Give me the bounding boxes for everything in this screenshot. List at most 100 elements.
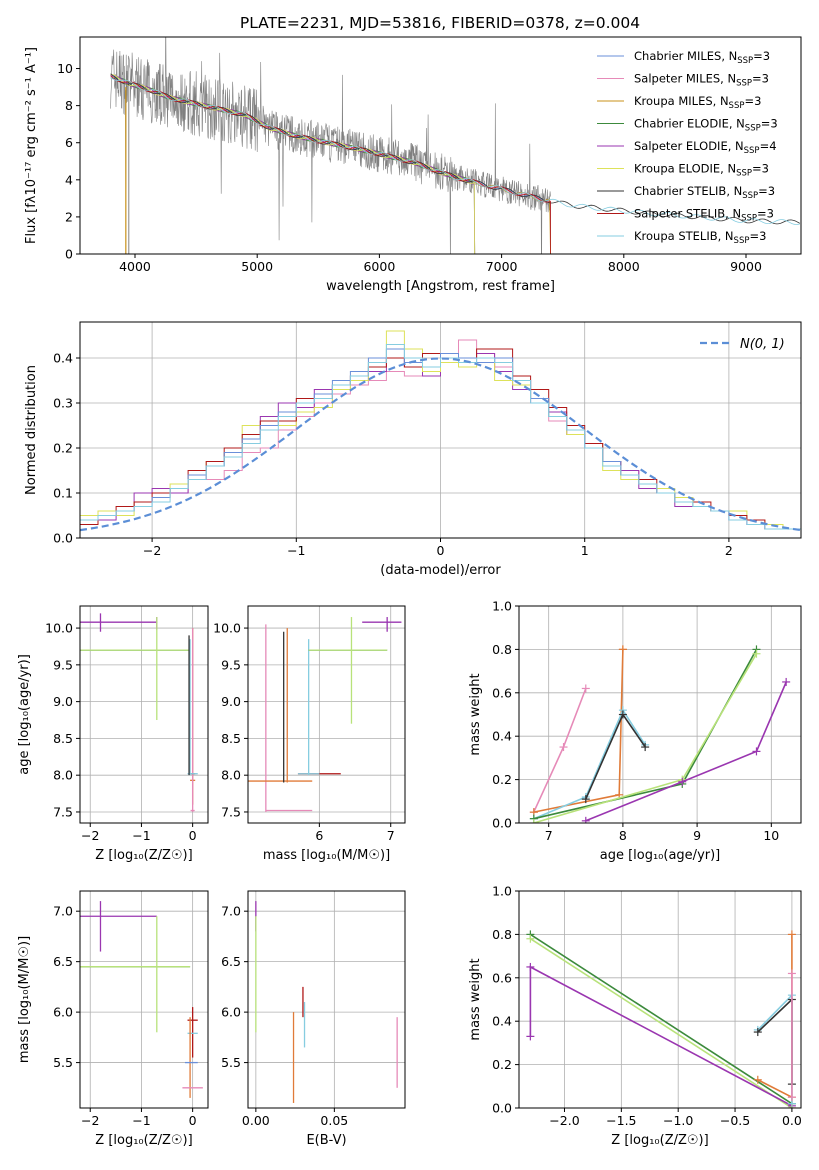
y-tick-label: 10 (57, 61, 73, 76)
x-tick-label: −1.0 (663, 1113, 693, 1128)
axes-frame (79, 605, 209, 824)
model-line (110, 77, 800, 225)
chart-layer: 4000 5000 6000 7000 8000 90000246810wavelengt… (17, 36, 802, 1148)
legend-sub: SSP (736, 169, 752, 179)
x-tick-label: 6 (315, 828, 323, 843)
x-tick-label: 0.00 (242, 1113, 270, 1128)
x-tick-label: −1.5 (606, 1113, 636, 1128)
x-tick-label: 0 (189, 1113, 197, 1128)
plot-area-spectrum (110, 37, 800, 254)
plot-area-mass-vs-ebv (255, 901, 398, 1103)
y-tick-label: 1.0 (492, 599, 512, 614)
y-tick-label: 6.5 (53, 954, 73, 969)
legend-sub: SSP (745, 124, 761, 134)
plot-area-weight-vs-age (529, 645, 791, 823)
y-tick-label: 0.4 (492, 729, 512, 744)
x-tick-label: 0 (189, 828, 197, 843)
y-tick-label: 8.5 (221, 731, 241, 746)
x-tick-label: 7 (387, 828, 395, 843)
x-tick-label: −1 (132, 1113, 150, 1128)
x-tick-label: 9000 (730, 259, 762, 274)
legend-value: =3 (757, 207, 774, 221)
plot-area-weight-vs-Z (526, 930, 796, 1108)
weight-line (585, 681, 787, 822)
x-tick-label: 4000 (119, 259, 151, 274)
legend-name: Kroupa STELIB, N (634, 229, 734, 243)
x-tick-label: 0.0 (782, 1113, 802, 1128)
y-tick-label: 1.0 (492, 884, 512, 899)
legend-entry: Salpeter ELODIE, NSSP=4 (634, 139, 777, 156)
legend-name: Chabrier ELODIE, N (634, 117, 745, 131)
y-tick-label: 5.5 (221, 1055, 241, 1070)
y-tick-label: 0.4 (53, 351, 73, 366)
y-tick-label: 7.5 (53, 804, 73, 819)
y-tick-label: 8 (65, 98, 73, 113)
y-tick-label: 6.0 (53, 1005, 73, 1020)
y-axis-label: Normed distribution (24, 365, 39, 495)
x-axis-label: E(B-V) (306, 1133, 346, 1148)
x-tick-label: 2 (725, 543, 733, 558)
model-line (110, 75, 551, 254)
y-tick-label: 10.0 (45, 621, 73, 636)
legend-entry: Salpeter STELIB, NSSP=3 (634, 207, 774, 224)
panel-mass-vs-ebv: 0.00 0.05 5.5 6.0 6.5 7.0 E(B-V) (221, 890, 406, 1148)
legend-value: =3 (761, 117, 778, 131)
panel-spectrum: 4000 5000 6000 7000 8000 9000 0 2 4 6 8 10 wavelengt… (24, 36, 802, 294)
y-tick-label: 0.6 (492, 970, 512, 985)
panel-age-vs-mass: 6 7 7.5 8.0 8.5 9.0 9.5 10.0 mass [log₁₀(M/M☉)] (213, 605, 406, 863)
y-axis-label: mass weight (468, 673, 483, 755)
y-tick-label: 8.5 (53, 731, 73, 746)
x-axis-label: Z [log₁₀(Z/Z☉)] (611, 1133, 708, 1148)
y-tick-label: 9.5 (221, 657, 241, 672)
y-axis-label: age [log₁₀(age/yr)] (17, 654, 32, 775)
axes-frame (518, 890, 802, 1109)
x-tick-label: 9 (693, 828, 701, 843)
y-axis-label: mass weight (468, 958, 483, 1040)
x-tick-label: −1 (132, 828, 150, 843)
x-tick-label: 7 (545, 828, 553, 843)
y-tick-label: 9.5 (53, 657, 73, 672)
x-tick-label: 10 (763, 828, 779, 843)
x-axis-label: age [log₁₀(age/yr)] (600, 848, 721, 863)
y-tick-label: 6 (65, 135, 73, 150)
legend-name: Salpeter STELIB, N (634, 207, 741, 221)
legend-sub: SSP (741, 214, 757, 224)
gaussian-curve (80, 357, 801, 532)
plot-area-mass-vs-Z (80, 901, 203, 1098)
x-axis-label: Z [log₁₀(Z/Z☉)] (95, 848, 192, 863)
y-tick-label: 4 (65, 172, 73, 187)
y-tick-label: 8.0 (53, 768, 73, 783)
y-axis-label: mass [log₁₀(M/M☉)] (17, 936, 32, 1063)
y-tick-label: 0.2 (492, 772, 512, 787)
model-line (110, 73, 476, 254)
model-line (110, 77, 476, 254)
legend-entry: Chabrier STELIB, NSSP=3 (634, 184, 775, 201)
x-tick-label: −2 (81, 828, 99, 843)
panel-age-vs-Z: −2 −1 0 7.5 8.0 8.5 9.0 9.5 10.0 Z [log₁₀(Z/Z☉)] a… (17, 605, 209, 863)
y-tick-label: 8.0 (221, 768, 241, 783)
y-tick-label: 6.0 (221, 1005, 241, 1020)
x-tick-label: 8000 (608, 259, 640, 274)
x-tick-label: 0.05 (320, 1113, 348, 1128)
plot-area-age-vs-Z (80, 613, 198, 812)
plot-area-residuals (80, 330, 801, 532)
y-tick-label: 2 (65, 209, 73, 224)
legend-sub: SSP (737, 56, 753, 66)
y-tick-label: 0.0 (492, 1101, 512, 1116)
legend-name: Salpeter MILES, N (634, 72, 736, 86)
axes-frame (247, 890, 406, 1109)
legend-sub: SSP (734, 236, 750, 246)
x-axis-label: (data-model)/error (380, 563, 501, 578)
legend-value: =3 (753, 49, 770, 63)
legend-sub: SSP (729, 101, 745, 111)
legend-sub: SSP (736, 79, 752, 89)
legend-name: Chabrier STELIB, N (634, 184, 742, 198)
legend-name: Kroupa MILES, N (634, 94, 729, 108)
histogram-step (80, 344, 801, 530)
panel-mass-vs-Z: −2 −1 0 5.5 6.0 6.5 7.0 Z [log₁₀(Z/Z☉)] mass [lo… (17, 890, 209, 1148)
legend-name: Salpeter ELODIE, N (634, 139, 744, 153)
model-line (110, 73, 800, 225)
axes-frame (79, 36, 802, 255)
legend-entry: Chabrier MILES, NSSP=3 (634, 49, 770, 66)
